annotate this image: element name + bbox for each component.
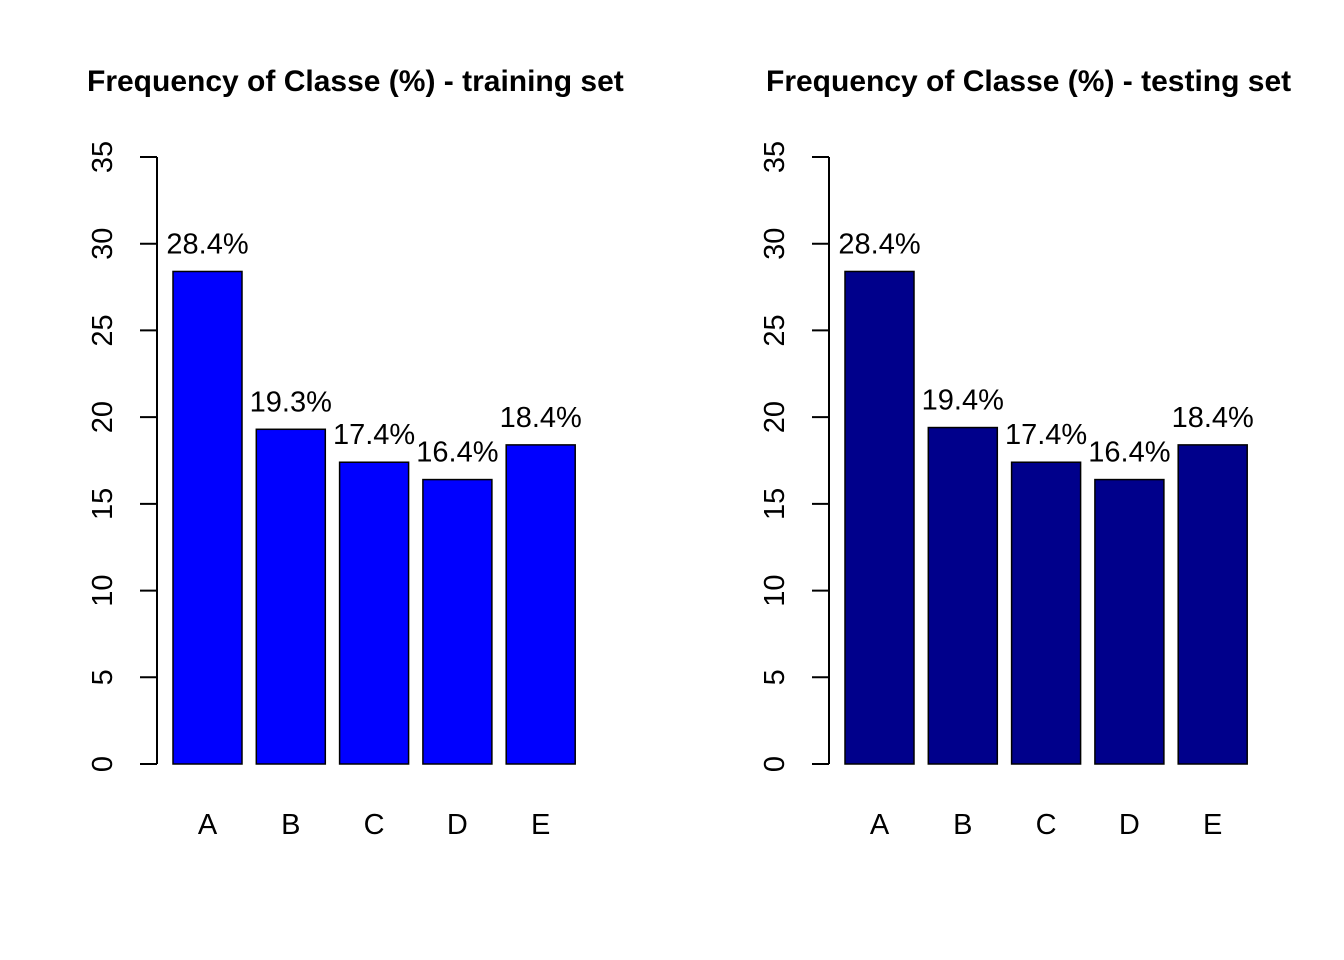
x-tick-label-E: E [531, 809, 550, 841]
bar-B [255, 428, 327, 765]
data-label-D: 16.4% [1088, 437, 1170, 469]
x-tick-label-A: A [870, 809, 890, 841]
bar-E [1177, 444, 1248, 765]
data-labels: 28.4% 19.4%17.4%16.4%18.4% [838, 228, 1253, 468]
y-tick-label: 0 [87, 756, 119, 772]
y-tick-label: 20 [759, 401, 791, 433]
data-label-D: 16.4% [416, 437, 498, 469]
y-tick-label: 35 [87, 141, 119, 173]
bars [844, 270, 1248, 765]
data-label-E: 18.4% [500, 402, 582, 434]
x-tick-labels: A B C D E [198, 809, 551, 841]
y-tick-label: 30 [759, 228, 791, 260]
y-tick-label: 25 [759, 314, 791, 346]
y-tick-label: 15 [87, 488, 119, 520]
bar-D [1094, 478, 1165, 765]
x-tick-labels: A B C D E [870, 809, 1223, 841]
x-tick-label-A: A [198, 809, 218, 841]
data-label-B: 19.4% [922, 385, 1004, 417]
bar-C [338, 461, 410, 765]
y-tick-label: 20 [87, 401, 119, 433]
y-tick-label: 10 [759, 574, 791, 606]
data-label-C: 17.4% [1005, 419, 1087, 451]
bars [172, 270, 576, 765]
x-tick-label-D: D [447, 809, 468, 841]
training-set-panel: Frequency of Classe (%) - training set 0… [87, 65, 624, 841]
bar-C [1010, 461, 1082, 765]
bar-A [172, 270, 243, 765]
y-tick-label: 30 [87, 228, 119, 260]
x-tick-label-E: E [1203, 809, 1222, 841]
y-tick-label: 5 [759, 669, 791, 685]
testing-set-panel: Frequency of Classe (%) - testing set 0 5… [759, 65, 1291, 841]
x-tick-label-C: C [364, 809, 385, 841]
data-label-B: 19.3% [250, 386, 332, 418]
y-axis: 0 5 10 15 20 25 30 35 [759, 141, 830, 772]
y-tick-label: 0 [759, 756, 791, 772]
bar-B [927, 426, 999, 765]
y-tick-label: 15 [759, 488, 791, 520]
x-tick-label-B: B [953, 809, 972, 841]
y-axis: 0 5 10 15 20 25 30 35 [87, 141, 158, 772]
data-label-C: 17.4% [333, 419, 415, 451]
bar-D [422, 478, 493, 765]
chart-title: Frequency of Classe (%) - training set [87, 65, 624, 98]
y-tick-label: 10 [87, 574, 119, 606]
chart-title: Frequency of Classe (%) - testing set [766, 65, 1291, 98]
y-tick-label: 35 [759, 141, 791, 173]
bar-E [505, 444, 576, 765]
data-label-E: 18.4% [1172, 402, 1254, 434]
x-tick-label-B: B [281, 809, 300, 841]
x-tick-label-C: C [1036, 809, 1057, 841]
y-tick-label: 5 [87, 669, 119, 685]
data-label-A: 28.4% [166, 228, 248, 260]
data-label-A: 28.4% [838, 228, 920, 260]
bar-A [844, 270, 915, 765]
y-tick-label: 25 [87, 314, 119, 346]
x-tick-label-D: D [1119, 809, 1140, 841]
data-labels: 28.4% 19.3%17.4%16.4%18.4% [166, 228, 581, 468]
